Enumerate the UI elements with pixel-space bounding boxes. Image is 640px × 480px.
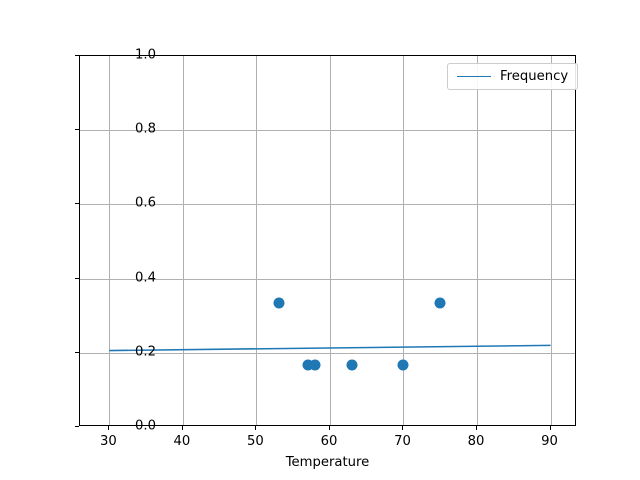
- scatter-point: [434, 297, 446, 309]
- gridline-x-70: [403, 56, 405, 425]
- gridline-x-90: [550, 56, 552, 425]
- x-ticklabel-40: 40: [173, 434, 191, 449]
- gridline-x-40: [182, 56, 184, 425]
- x-ticklabel-60: 60: [320, 434, 338, 449]
- x-tick-80: [476, 426, 477, 430]
- gridline-y-0.6: [80, 204, 575, 206]
- x-ticklabel-30: 30: [100, 434, 117, 449]
- x-tick-60: [328, 426, 330, 430]
- y-ticklabel-0.2: 0.2: [135, 344, 156, 360]
- x-ticklabel-70: 70: [394, 434, 411, 449]
- scatter-point: [309, 359, 321, 371]
- y-tick-0.0: [75, 426, 79, 427]
- y-ticklabel-0.0: 0.0: [135, 418, 156, 434]
- scatter-point: [302, 359, 314, 371]
- y-tick-0.2: [75, 351, 79, 353]
- gridline-x-80: [477, 56, 478, 425]
- y-ticklabel-0.8: 0.8: [135, 121, 156, 137]
- x-ticklabel-80: 80: [467, 434, 485, 449]
- x-tick-40: [181, 426, 183, 430]
- frequency-trend-line: [109, 344, 551, 352]
- gridline-x-60: [329, 56, 331, 425]
- y-ticklabel-1.0: 1.0: [135, 47, 156, 63]
- x-axis-label: Temperature: [285, 455, 370, 470]
- x-tick-50: [255, 426, 257, 430]
- x-ticklabel-50: 50: [247, 434, 264, 449]
- y-tick-0.4: [75, 277, 79, 279]
- legend[interactable]: Frequency: [447, 63, 579, 90]
- gridline-y-0.8: [80, 130, 575, 132]
- x-tick-70: [402, 426, 404, 430]
- scatter-point: [346, 359, 358, 371]
- y-ticklabel-0.6: 0.6: [135, 195, 156, 211]
- gridline-x-50: [256, 56, 258, 425]
- x-tick-30: [108, 426, 110, 430]
- legend-label-frequency: Frequency: [500, 69, 569, 84]
- gridline-x-30: [109, 56, 111, 425]
- plot-area: Frequency: [79, 55, 579, 426]
- scatter-point: [397, 359, 409, 371]
- gridline-y-0.4: [80, 278, 575, 280]
- x-ticklabel-90: 90: [541, 434, 558, 449]
- legend-line-swatch: [457, 76, 491, 77]
- y-tick-1.0: [75, 55, 79, 56]
- x-tick-90: [549, 426, 551, 430]
- gridline-y-0.2: [80, 352, 575, 354]
- y-ticklabel-0.4: 0.4: [135, 270, 156, 286]
- scatter-point: [273, 297, 284, 309]
- y-tick-0.6: [75, 203, 79, 205]
- y-tick-0.8: [75, 129, 79, 131]
